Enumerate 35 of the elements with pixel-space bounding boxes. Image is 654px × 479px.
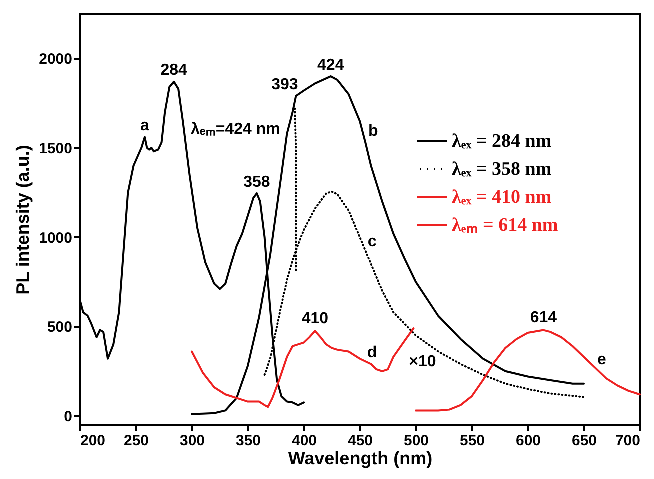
x-tick-label: 500 — [404, 432, 430, 450]
y-axis-title: PL intensity (a.u.) — [13, 145, 34, 295]
annotation: c — [368, 234, 377, 251]
legend-label: λₑₓ = 284 nm — [452, 130, 552, 152]
annotation: 410 — [302, 310, 329, 328]
legend-label: λₑₓ = 410 nm — [452, 186, 552, 208]
annotation: d — [367, 344, 378, 362]
x-tick-label: 300 — [180, 432, 206, 450]
x-tick-label: 250 — [124, 432, 150, 450]
y-tick-label: 1500 — [39, 140, 72, 158]
annotation: a — [140, 118, 150, 135]
annotation: 614 — [530, 310, 558, 327]
x-tick-label: 550 — [460, 432, 486, 450]
x-tick-label: 600 — [516, 432, 542, 450]
x-tick-label: 350 — [236, 432, 262, 450]
y-tick-label: 500 — [47, 319, 72, 336]
annotation: 358 — [244, 174, 270, 191]
legend-label: λₑₘ = 614 nm — [452, 214, 558, 236]
x-tick-label: 650 — [572, 432, 598, 450]
y-tick-label: 1000 — [39, 230, 72, 247]
annotation: 284 — [160, 62, 188, 80]
annotation: ×10 — [409, 353, 436, 370]
x-tick-label: 400 — [292, 432, 318, 450]
y-tick-label: 0 — [64, 408, 72, 426]
x-tick-label: 450 — [348, 432, 374, 450]
annotation: b — [368, 122, 379, 140]
annotation: 393 — [272, 76, 298, 94]
annotation: 424 — [318, 56, 344, 74]
annotation: λₑₘ=424 nm — [190, 121, 280, 138]
annotation: e — [597, 352, 606, 369]
y-tick-label: 2000 — [39, 51, 72, 68]
x-tick-label: 700 — [615, 432, 640, 450]
x-tick-label: 200 — [80, 432, 106, 450]
legend-label: λₑₓ = 358 nm — [452, 158, 552, 180]
x-axis-title: Wavelength (nm) — [288, 448, 433, 468]
